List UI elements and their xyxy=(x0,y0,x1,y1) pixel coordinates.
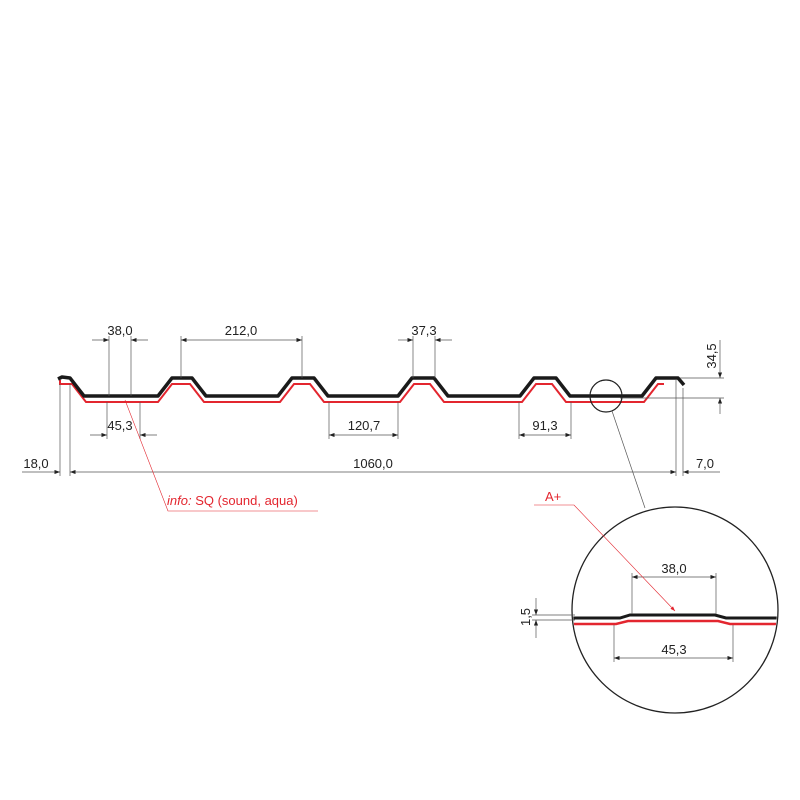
dim-left-edge: 18,0 xyxy=(23,456,48,471)
profile-line xyxy=(57,375,686,398)
coating-line xyxy=(59,380,664,403)
dim-width: 1060,0 xyxy=(353,456,393,471)
dim-height: 34,5 xyxy=(704,343,719,368)
dim-trough: 120,7 xyxy=(348,418,381,433)
dim-crest-top-2: 37,3 xyxy=(411,323,436,338)
dim-trough-2: 91,3 xyxy=(532,418,557,433)
detail-view: 38,0 45,3 1,5 A+ xyxy=(518,489,779,714)
dimension-lines xyxy=(22,336,724,509)
dim-pitch: 212,0 xyxy=(225,323,258,338)
detail-bottom-width: 45,3 xyxy=(661,642,686,657)
a-plus-leader xyxy=(534,504,676,612)
detail-top-width: 38,0 xyxy=(661,561,686,576)
dim-crest-top: 38,0 xyxy=(107,323,132,338)
info-label: info: SQ (sound, aqua) xyxy=(167,493,298,508)
detail-rib-height: 1,5 xyxy=(518,608,533,626)
dim-right-edge: 7,0 xyxy=(696,456,714,471)
info-leader xyxy=(124,399,318,512)
dim-crest-bottom: 45,3 xyxy=(107,418,132,433)
a-plus-label: A+ xyxy=(545,489,561,504)
